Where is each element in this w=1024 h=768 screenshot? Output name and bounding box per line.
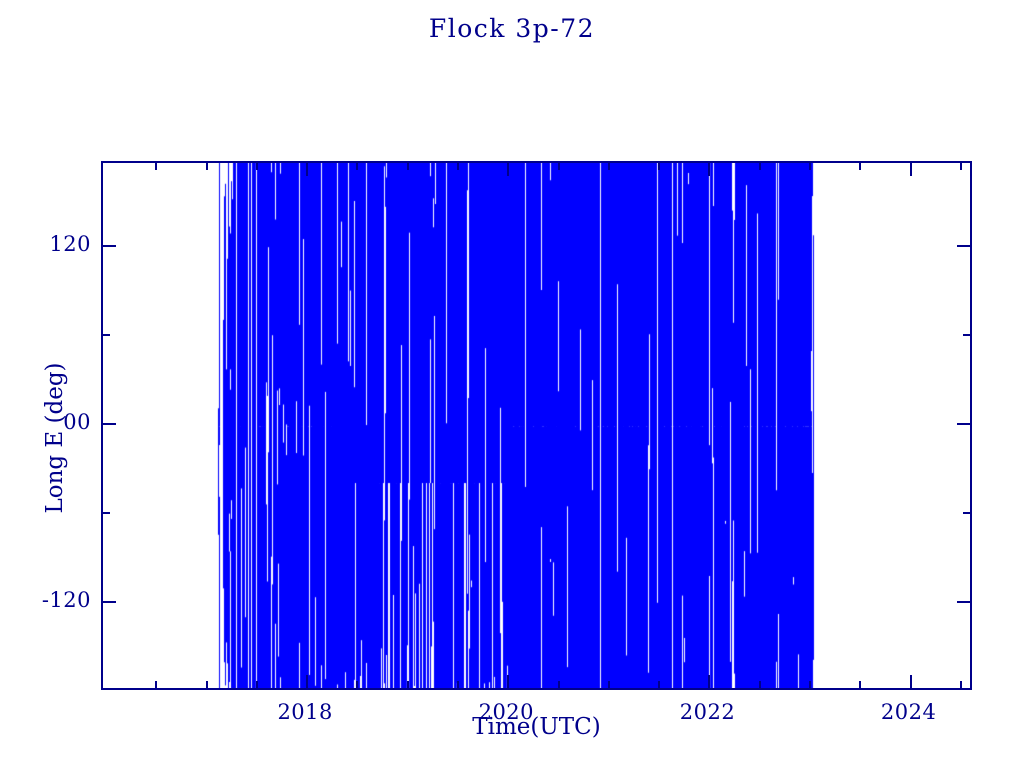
x-tick-minor: [658, 163, 661, 170]
x-tick-minor: [607, 163, 610, 170]
y-tick-label: -120: [41, 587, 91, 612]
y-tick-label: 00: [63, 409, 91, 434]
x-tick-minor: [255, 681, 258, 688]
x-tick-minor: [205, 681, 208, 688]
x-tick-minor: [959, 163, 962, 170]
x-tick-minor: [356, 681, 359, 688]
x-tick-minor: [758, 163, 761, 170]
x-tick-minor: [406, 681, 409, 688]
x-tick-minor: [205, 163, 208, 170]
data-series-canvas: [103, 163, 970, 688]
x-tick-minor: [658, 681, 661, 688]
x-tick-major: [708, 675, 711, 688]
y-tick-minor: [963, 333, 970, 336]
x-tick-minor: [809, 681, 812, 688]
chart-title: Flock 3p-72: [428, 14, 596, 43]
x-tick-minor: [557, 681, 560, 688]
x-axis-title: Time(UTC): [472, 714, 601, 740]
x-tick-minor: [557, 163, 560, 170]
x-tick-major: [507, 163, 510, 176]
x-tick-minor: [457, 681, 460, 688]
y-tick-major: [103, 244, 116, 247]
x-tick-major: [306, 675, 309, 688]
y-tick-major: [957, 600, 970, 603]
x-tick-major: [909, 675, 912, 688]
x-tick-minor: [155, 681, 158, 688]
y-tick-major: [103, 600, 116, 603]
y-tick-minor: [963, 511, 970, 514]
x-tick-minor: [406, 163, 409, 170]
x-tick-label: 2024: [880, 700, 937, 724]
x-tick-major: [507, 675, 510, 688]
y-tick-major: [103, 422, 116, 425]
plot-area: [101, 161, 972, 690]
x-tick-label: 2022: [679, 700, 736, 724]
x-tick-major: [909, 163, 912, 176]
y-tick-major: [957, 244, 970, 247]
x-tick-minor: [457, 163, 460, 170]
x-tick-minor: [607, 681, 610, 688]
y-tick-minor: [103, 333, 110, 336]
x-tick-minor: [255, 163, 258, 170]
y-axis-title: Long E (deg): [42, 362, 68, 514]
y-tick-minor: [103, 511, 110, 514]
x-tick-label: 2020: [478, 700, 535, 724]
x-tick-label: 2018: [277, 700, 333, 724]
x-tick-minor: [155, 163, 158, 170]
x-tick-major: [306, 163, 309, 176]
y-tick-major: [957, 422, 970, 425]
x-tick-minor: [859, 163, 862, 170]
x-tick-minor: [758, 681, 761, 688]
x-tick-major: [708, 163, 711, 176]
x-tick-minor: [959, 681, 962, 688]
y-tick-label: 120: [49, 231, 91, 256]
x-tick-minor: [809, 163, 812, 170]
x-tick-minor: [859, 681, 862, 688]
x-tick-minor: [356, 163, 359, 170]
